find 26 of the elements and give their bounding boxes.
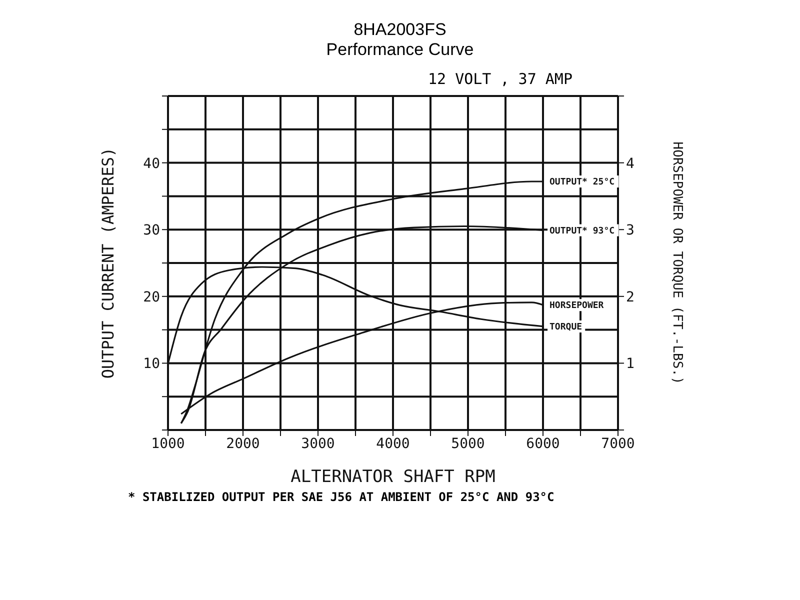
y-tick-label: 30 [143, 222, 160, 239]
x-tick-label: 7000 [601, 436, 635, 452]
chart-title: 8HA2003FS [352, 20, 448, 40]
text: 12 VOLT , 37 AMP [428, 70, 572, 88]
y-axis-title: OUTPUT CURRENT (AMPERES) [98, 147, 118, 379]
text: * STABILIZED OUTPUT PER SAE J56 AT AMBIENT OF 25°C AND 93°C [128, 490, 556, 504]
x-axis-title: ALTERNATOR SHAFT RPM [290, 467, 496, 487]
series-label: OUTPUT* 93°C [550, 226, 615, 236]
series-label: HORSEPOWER [550, 301, 604, 312]
y-tick-label: 40 [143, 156, 160, 172]
y2-axis-title: HORSEPOWER OR TORQUE (FT.-LBS.) [669, 142, 684, 384]
y-tick-label: 10 [143, 356, 160, 372]
y2-tick-label: 3 [626, 222, 634, 239]
series-label: TORQUE [550, 322, 582, 332]
y2-tick-label: 2 [626, 289, 634, 306]
series-label: OUTPUT* 25°C [550, 178, 615, 188]
chart-subtitle: Performance Curve [325, 40, 475, 60]
x-tick-label: 4000 [376, 436, 410, 452]
y2-tick-label: 1 [626, 356, 634, 372]
x-tick-label: 1000 [151, 436, 185, 452]
y-tick-label: 20 [143, 289, 160, 306]
x-tick-label: 5000 [451, 436, 485, 452]
y2-tick-label: 4 [626, 156, 634, 172]
x-tick-label: 3000 [301, 436, 335, 452]
x-tick-label: 2000 [226, 436, 260, 452]
x-tick-label: 6000 [526, 436, 560, 452]
